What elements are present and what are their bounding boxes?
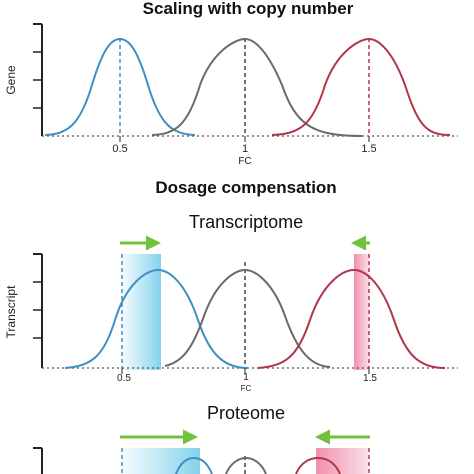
panel2-ticklabel-1: 1 [243,372,249,383]
title-proteome: Proteome [207,403,285,423]
panel2-curve-gray [164,268,331,368]
panel2-curve-red [257,268,446,369]
panel1-ylabel: Gene [4,65,18,95]
title-transcriptome: Transcriptome [189,212,303,232]
panel-transcriptome: Transcript 0.5 1 1.5 FC [4,235,458,393]
panel1-curve-blue [44,37,196,136]
panel2-shade-blue [122,254,161,370]
panel2-shade-red [354,254,369,370]
panel2-ylabel: Transcript [4,285,18,339]
panel3-curve-red [295,456,341,474]
panel2-xlabel: FC [241,384,252,393]
panel1-curve-gray [151,37,363,137]
panel3-curve-blue [175,456,213,474]
panel2-curve-blue [64,268,249,369]
panel3-shade-red [316,448,368,474]
panel1-ticklabel-1: 1 [242,143,248,155]
title-scaling: Scaling with copy number [143,0,354,18]
title-dosage: Dosage compensation [155,178,336,197]
panel1-xlabel: FC [238,156,251,167]
panel-proteome [33,429,370,474]
panel1-ticklabel-05: 0.5 [112,143,127,155]
panel3-shade-blue [122,448,200,474]
panel2-ticklabel-05: 0.5 [117,373,131,384]
panel3-curve-gray [225,456,267,474]
panel1-ticklabel-15: 1.5 [361,143,376,155]
panel2-ticklabel-15: 1.5 [363,373,377,384]
panel1-curve-red [271,37,451,136]
panel-scaling: Gene 0.5 1 1.5 FC [4,23,458,167]
